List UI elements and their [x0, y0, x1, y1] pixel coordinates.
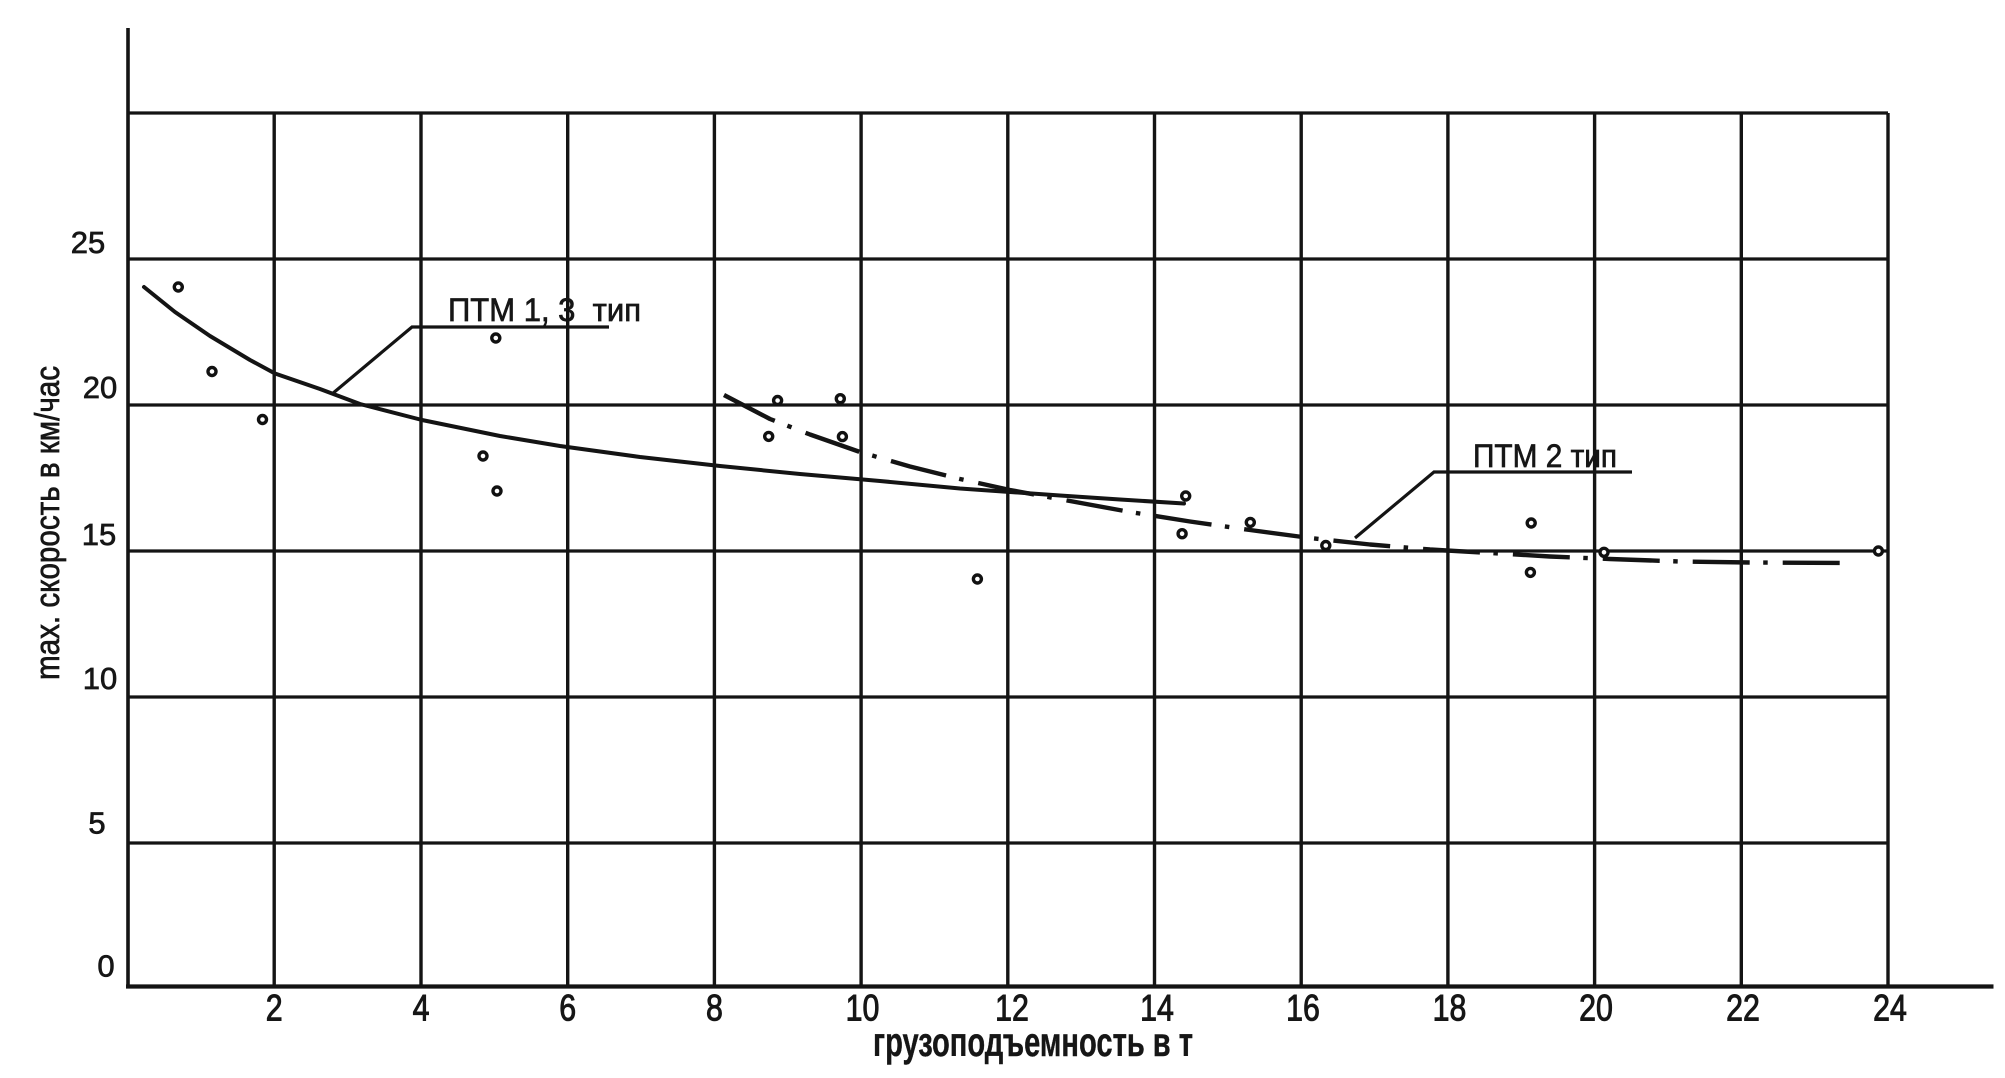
svg-text:12: 12 — [995, 988, 1029, 1030]
svg-text:20: 20 — [1579, 988, 1613, 1030]
svg-text:18: 18 — [1433, 988, 1467, 1030]
svg-text:16: 16 — [1286, 988, 1320, 1030]
svg-text:20: 20 — [83, 370, 117, 405]
svg-text:8: 8 — [706, 988, 723, 1030]
svg-text:4: 4 — [413, 988, 430, 1030]
svg-text:2: 2 — [266, 988, 283, 1030]
svg-text:10: 10 — [83, 661, 117, 696]
svg-text:грузоподъемность в т: грузоподъемность в т — [873, 1019, 1193, 1065]
svg-text:14: 14 — [1140, 988, 1174, 1030]
svg-text:15: 15 — [82, 517, 116, 552]
svg-text:0: 0 — [97, 949, 114, 984]
svg-text:22: 22 — [1726, 988, 1760, 1030]
svg-text:24: 24 — [1873, 988, 1907, 1030]
svg-text:5: 5 — [88, 806, 105, 841]
svg-text:10: 10 — [846, 988, 880, 1030]
svg-text:6: 6 — [559, 988, 576, 1030]
svg-text:ПТМ 1, 3 тип: ПТМ 1, 3 тип — [448, 292, 641, 328]
svg-text:25: 25 — [71, 225, 105, 260]
svg-text:max. скорость в км/час: max. скорость в км/час — [29, 366, 67, 680]
svg-text:ПТМ 2 тип: ПТМ 2 тип — [1473, 438, 1617, 474]
